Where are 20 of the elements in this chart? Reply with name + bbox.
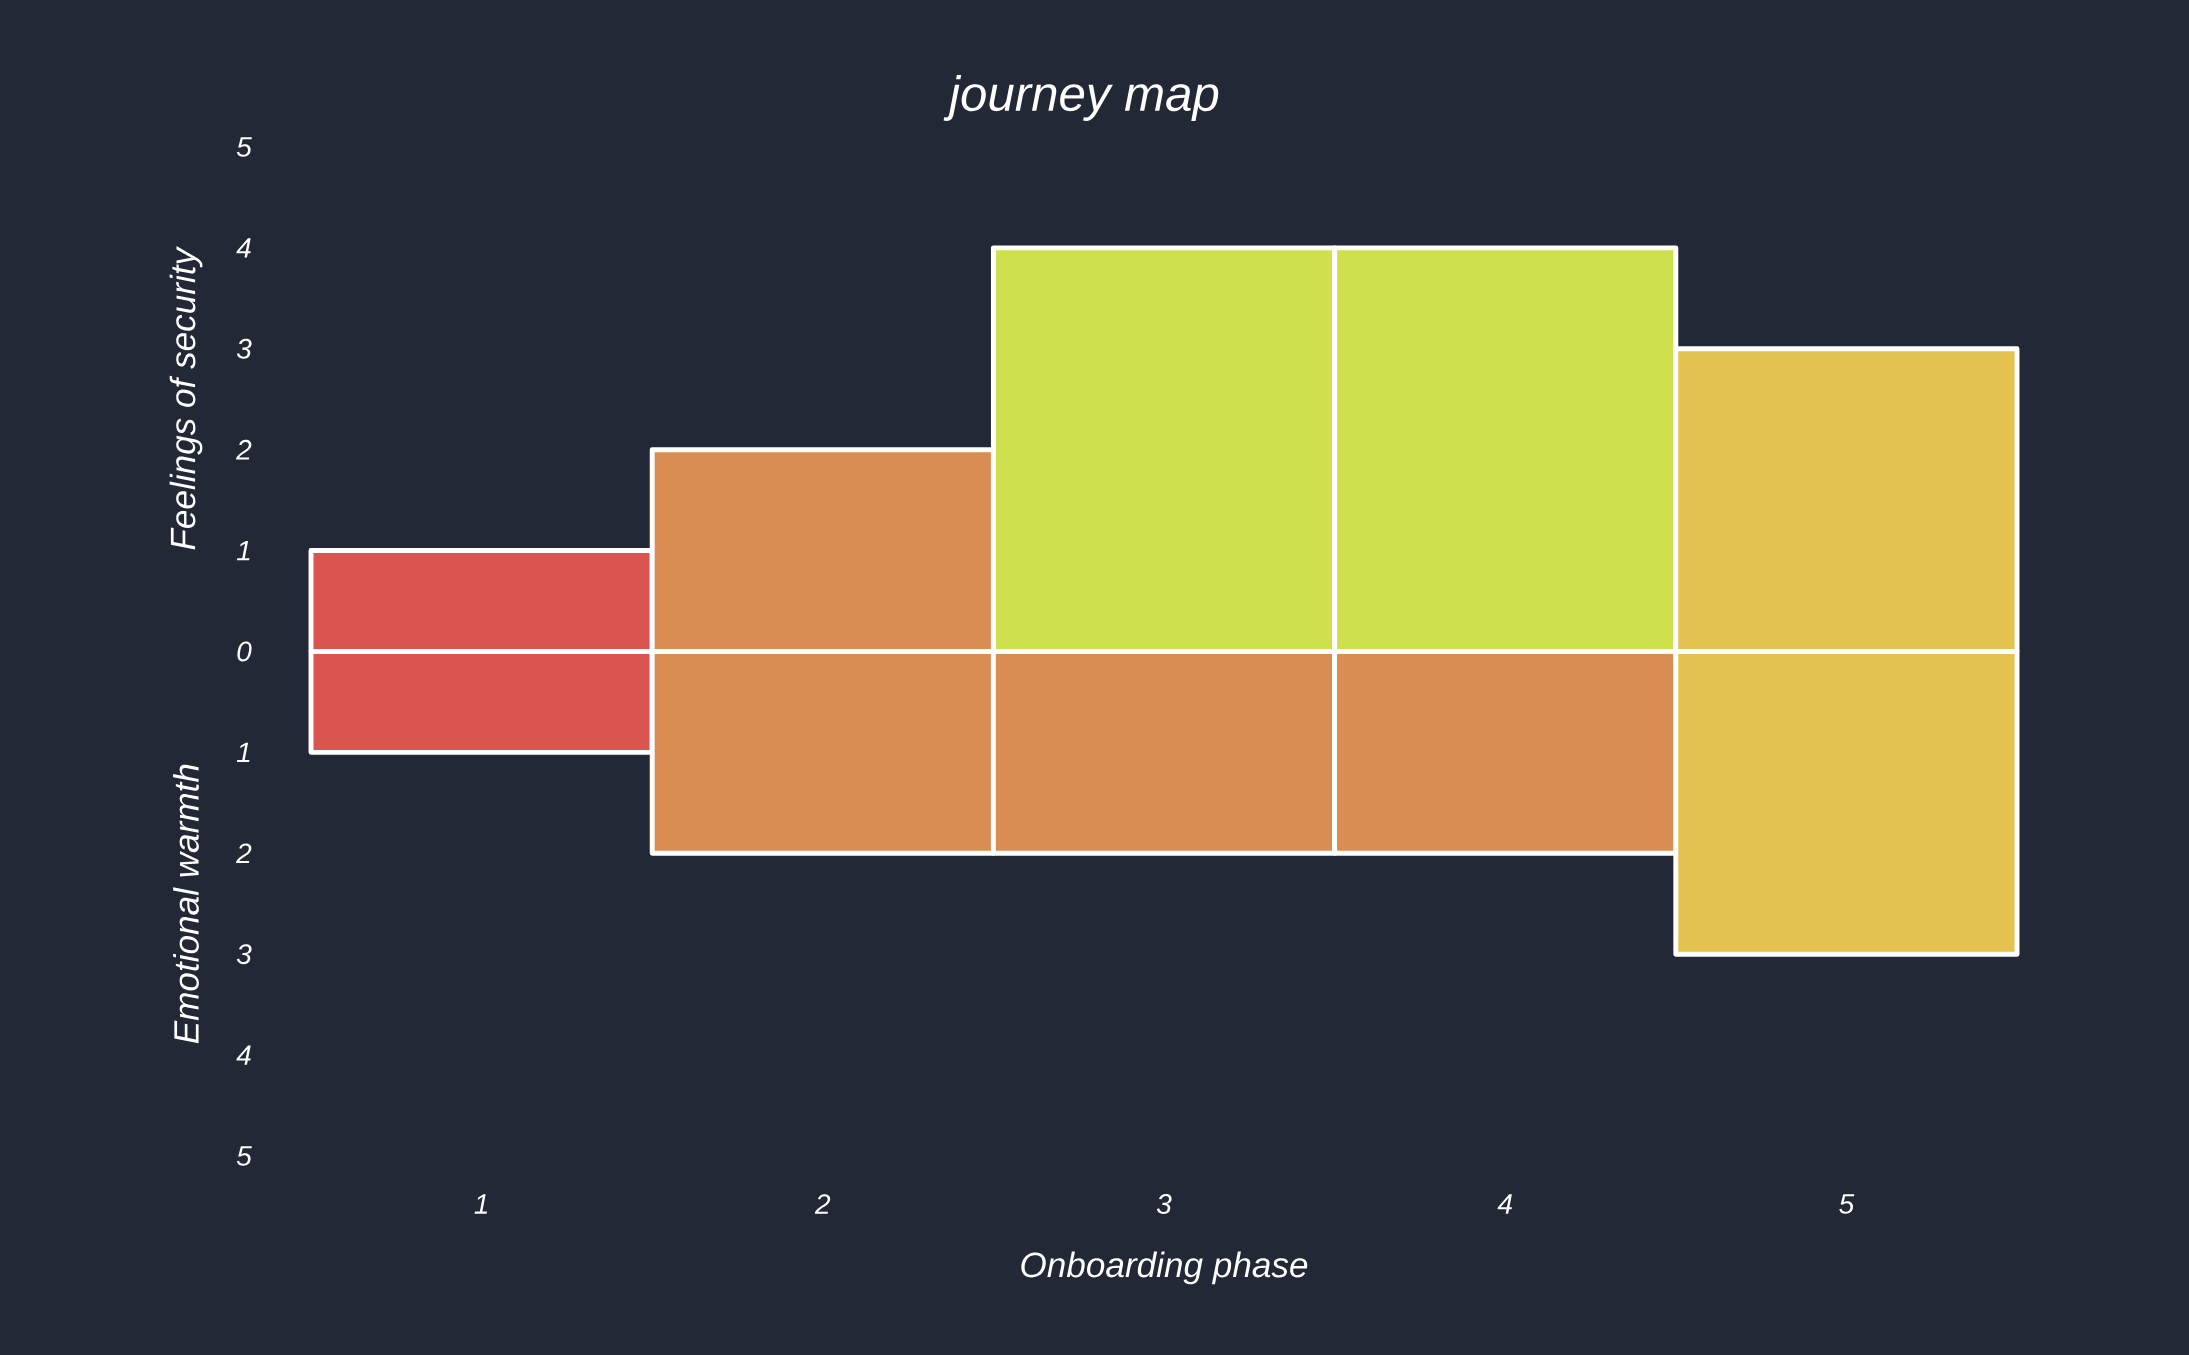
y-tick-label: 1 — [236, 540, 250, 561]
x-tick-label: 4 — [1497, 1194, 1512, 1214]
y-tick-label: 3 — [236, 338, 252, 359]
y-tick-label: 3 — [236, 944, 252, 965]
x-tick-label: 3 — [1156, 1194, 1172, 1214]
x-axis-title: Onboarding phase — [1021, 1251, 1308, 1285]
x-tick-label: 2 — [814, 1194, 831, 1214]
x-tick-label: 1 — [474, 1194, 488, 1214]
text: Emotional warmth — [173, 764, 199, 1044]
y-axis-title: Feelings of security — [169, 246, 203, 550]
y-tick-label: 5 — [236, 137, 252, 157]
chart-title: journey map — [943, 75, 1219, 121]
y-tick-label: 4 — [236, 238, 251, 258]
y-tick-label: 0 — [237, 641, 252, 662]
y-tick-label: 5 — [236, 1146, 252, 1166]
x-tick-label: 5 — [1839, 1194, 1855, 1214]
y-tick-label: 4 — [236, 1045, 251, 1065]
y-tick-label: 1 — [236, 742, 250, 763]
y-tick-label: 2 — [236, 439, 252, 460]
y-tick-label: 2 — [236, 843, 252, 864]
